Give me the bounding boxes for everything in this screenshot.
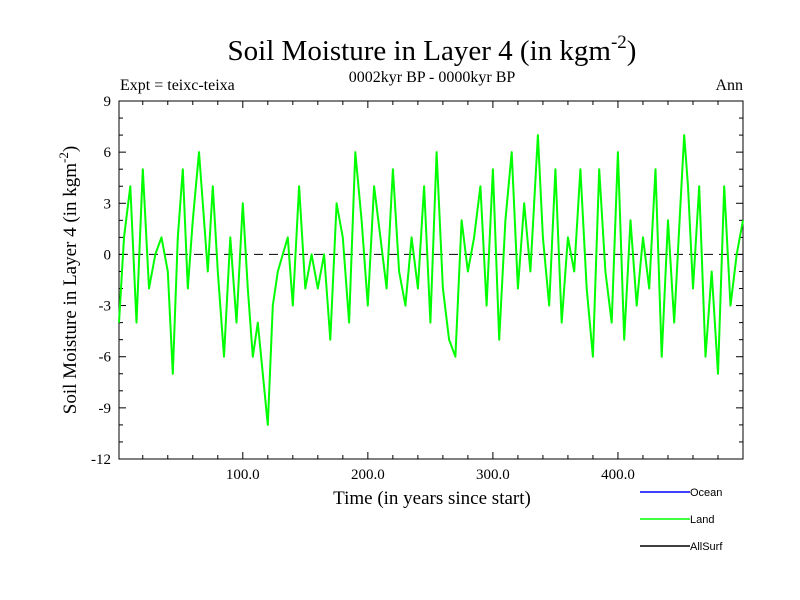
experiment-label: Expt = teixc-teixa <box>120 77 235 94</box>
x-tick-labels: 100.0 200.0 300.0 400.0 <box>226 467 635 483</box>
legend-label-land: Land <box>690 514 714 526</box>
legend-label-ocean: Ocean <box>690 487 722 499</box>
x-tick-label: 300.0 <box>476 467 510 483</box>
y-tick-label: 9 <box>104 94 112 110</box>
axis-ticks <box>119 100 743 460</box>
y-tick-label: -3 <box>99 299 112 315</box>
y-tick-label: 0 <box>104 247 112 263</box>
x-tick-label: 200.0 <box>351 467 385 483</box>
plot-frame <box>118 100 744 460</box>
y-tick-label: -12 <box>91 452 111 468</box>
y-tick-label: 6 <box>104 145 112 161</box>
y-tick-label: 3 <box>104 196 112 212</box>
legend-label-allsurf: AllSurf <box>690 541 723 553</box>
x-axis-label: Time (in years since start) <box>333 488 531 509</box>
y-tick-label: -9 <box>99 401 112 417</box>
legend: Ocean Land AllSurf <box>640 487 723 553</box>
y-tick-label: -6 <box>99 350 112 366</box>
x-tick-label: 400.0 <box>601 467 635 483</box>
chart-title: Soil Moisture in Layer 4 (in kgm-2) <box>228 32 637 67</box>
chart-subtitle: 0002kyr BP - 0000kyr BP <box>349 69 516 86</box>
season-label: Ann <box>715 77 743 94</box>
x-tick-label: 100.0 <box>226 467 260 483</box>
y-tick-labels: 9 6 3 0 -3 -6 -9 -12 <box>91 94 112 468</box>
series-line-land <box>118 134 744 426</box>
y-axis-label: Soil Moisture in Layer 4 (in kgm-2) <box>56 146 81 414</box>
